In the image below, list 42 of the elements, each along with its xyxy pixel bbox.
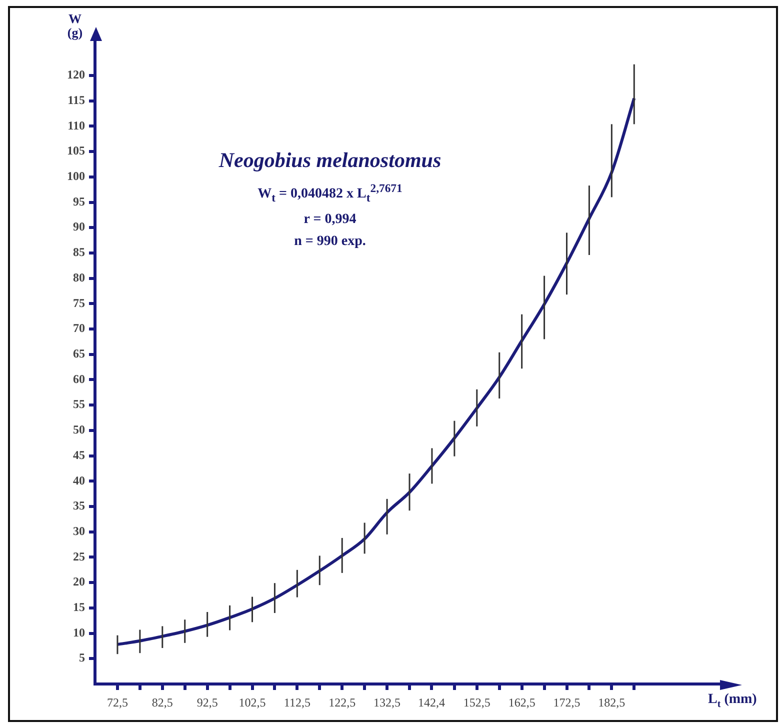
x-tick-label: 152,5 xyxy=(463,695,490,710)
y-tick-label: 70 xyxy=(73,321,85,336)
y-tick-label: 5 xyxy=(79,650,85,665)
y-tick-label: 15 xyxy=(73,600,85,614)
y-tick-label: 55 xyxy=(73,397,85,412)
x-axis-title: L$_{t}$ (mm) xyxy=(708,692,757,710)
y-tick-label: 20 xyxy=(73,574,85,589)
x-tick-label: 102,5 xyxy=(238,695,266,710)
y-tick-label: 65 xyxy=(73,346,85,360)
y-tick-label: 10 xyxy=(73,625,85,640)
annotation: r = 0,994 xyxy=(302,211,358,230)
y-tick-label: 110 xyxy=(68,118,85,132)
y-tick-label: 120 xyxy=(67,68,85,82)
y-tick-label: 30 xyxy=(73,524,85,538)
y-tick-label: 50 xyxy=(73,422,85,437)
x-tick-label: 172,5 xyxy=(553,695,580,710)
x-tick-label: 182,5 xyxy=(598,695,626,710)
x-tick-label: 112,5 xyxy=(284,695,310,710)
x-tick-label: 162,5 xyxy=(508,695,536,710)
y-tick-label: 40 xyxy=(73,473,85,488)
y-tick-label: 85 xyxy=(73,245,85,260)
y-tick-label: 90 xyxy=(73,220,85,234)
y-tick-label: 105 xyxy=(67,144,85,158)
x-tick-label: 72,5 xyxy=(106,695,128,710)
y-tick-label: 35 xyxy=(73,498,85,513)
y-tick-label: 95 xyxy=(73,194,85,208)
y-tick-label: 25 xyxy=(73,549,85,564)
annotation: n = 990 exp. xyxy=(293,233,367,252)
y-tick-label: 80 xyxy=(73,270,85,284)
x-tick-label: 122,5 xyxy=(328,695,356,710)
y-tick-label: 100 xyxy=(67,169,85,184)
line-series xyxy=(116,96,636,646)
y-tick-label: 115 xyxy=(68,92,85,107)
y-tick-label: 45 xyxy=(73,448,85,462)
y-axis-title: W (g) xyxy=(66,11,84,40)
x-tick-label: 92,5 xyxy=(196,695,218,710)
x-tick-label: 82,5 xyxy=(152,695,173,710)
text: Neogobius melanostomus xyxy=(218,148,442,173)
x-tick-label: 142,4 xyxy=(418,695,446,710)
y-tick-label: 75 xyxy=(73,296,85,310)
y-tick-label: 60 xyxy=(73,372,85,386)
x-tick-label: 132,5 xyxy=(374,695,401,710)
